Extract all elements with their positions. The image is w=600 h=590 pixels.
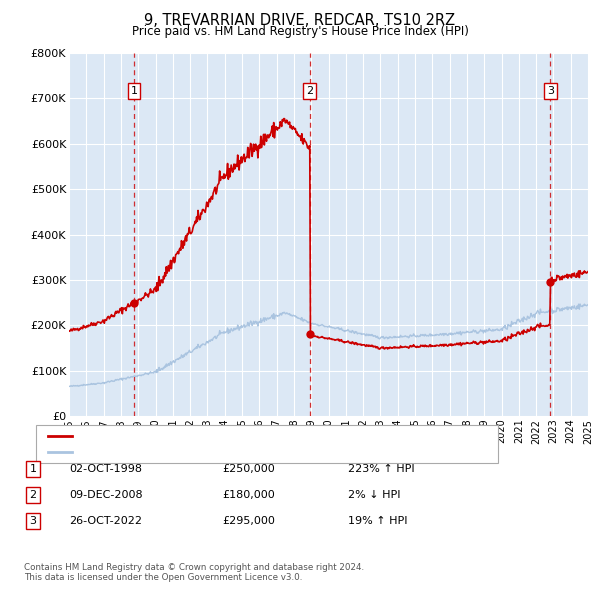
Text: £180,000: £180,000 (222, 490, 275, 500)
Text: 2: 2 (29, 490, 37, 500)
Text: Price paid vs. HM Land Registry's House Price Index (HPI): Price paid vs. HM Land Registry's House … (131, 25, 469, 38)
Text: 3: 3 (29, 516, 37, 526)
Text: HPI: Average price, detached house, Redcar and Cleveland: HPI: Average price, detached house, Redc… (78, 447, 385, 457)
Text: 1: 1 (29, 464, 37, 474)
Text: Contains HM Land Registry data © Crown copyright and database right 2024.
This d: Contains HM Land Registry data © Crown c… (24, 563, 364, 582)
Text: 223% ↑ HPI: 223% ↑ HPI (348, 464, 415, 474)
Text: 19% ↑ HPI: 19% ↑ HPI (348, 516, 407, 526)
Text: 26-OCT-2022: 26-OCT-2022 (69, 516, 142, 526)
Text: 9, TREVARRIAN DRIVE, REDCAR, TS10 2RZ: 9, TREVARRIAN DRIVE, REDCAR, TS10 2RZ (145, 13, 455, 28)
Text: 02-OCT-1998: 02-OCT-1998 (69, 464, 142, 474)
Text: 2% ↓ HPI: 2% ↓ HPI (348, 490, 401, 500)
Text: 9, TREVARRIAN DRIVE, REDCAR, TS10 2RZ (detached house): 9, TREVARRIAN DRIVE, REDCAR, TS10 2RZ (d… (78, 431, 394, 441)
Text: £295,000: £295,000 (222, 516, 275, 526)
Text: £250,000: £250,000 (222, 464, 275, 474)
Text: 1: 1 (130, 86, 137, 96)
Text: 3: 3 (547, 86, 554, 96)
Text: 2: 2 (306, 86, 313, 96)
Text: 09-DEC-2008: 09-DEC-2008 (69, 490, 143, 500)
